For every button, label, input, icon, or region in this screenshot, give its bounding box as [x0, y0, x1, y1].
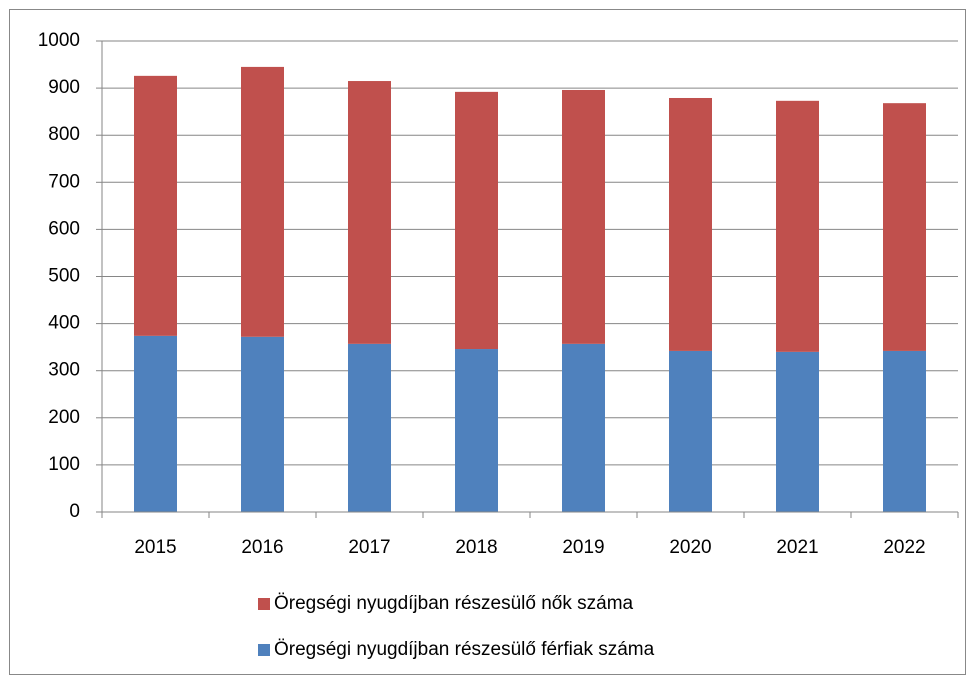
- y-tick-label: 800: [48, 124, 80, 145]
- bar-segment: [562, 89, 605, 344]
- bar-segment: [134, 335, 177, 512]
- y-tick-label: 300: [48, 360, 80, 381]
- x-tick-label: 2017: [348, 537, 390, 558]
- x-tick-label: 2018: [455, 537, 497, 558]
- x-tick-label: 2021: [776, 537, 818, 558]
- bar-segment: [883, 350, 926, 512]
- legend-label: Öregségi nyugdíjban részesülő férfiak sz…: [274, 639, 655, 660]
- y-tick-label: 900: [48, 77, 80, 98]
- x-tick-label: 2019: [562, 537, 604, 558]
- bar-segment: [241, 336, 284, 512]
- legend-label: Öregségi nyugdíjban részesülő nők száma: [274, 593, 634, 614]
- y-tick-label: 1000: [38, 30, 80, 51]
- y-tick-label: 700: [48, 171, 80, 192]
- bar-segment: [241, 66, 284, 337]
- y-tick-label: 0: [69, 501, 80, 522]
- legend-swatch: [258, 598, 270, 610]
- y-tick-label: 400: [48, 313, 80, 334]
- bar-segment: [562, 343, 605, 512]
- bar-segment: [669, 350, 712, 512]
- bar-segment: [455, 91, 498, 350]
- x-tick-label: 2015: [134, 537, 176, 558]
- bar-segment: [776, 100, 819, 352]
- legend-swatch: [258, 644, 270, 656]
- bar-segment: [455, 349, 498, 512]
- bar-segment: [134, 75, 177, 336]
- bar-segment: [669, 97, 712, 351]
- x-tick-label: 2016: [241, 537, 283, 558]
- x-tick-label: 2020: [669, 537, 711, 558]
- y-tick-label: 200: [48, 407, 80, 428]
- x-tick-label: 2022: [883, 537, 925, 558]
- bar-segment: [776, 351, 819, 512]
- y-tick-label: 500: [48, 266, 80, 287]
- bar-segment: [348, 81, 391, 344]
- bar-segment: [883, 103, 926, 351]
- y-tick-label: 600: [48, 218, 80, 239]
- bar-segment: [348, 343, 391, 512]
- y-tick-label: 100: [48, 454, 80, 475]
